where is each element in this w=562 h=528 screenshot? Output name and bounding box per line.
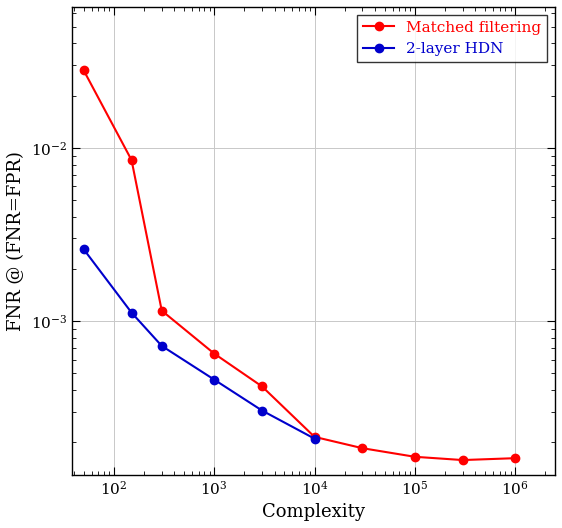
2-layer HDN: [128, 309, 135, 316]
Line: Matched filtering: Matched filtering: [79, 66, 519, 464]
Legend: Matched filtering, 2-layer HDN: Matched filtering, 2-layer HDN: [357, 15, 547, 62]
Matched filtering: [128, 157, 135, 163]
Y-axis label: FNR @ (FNR=FPR): FNR @ (FNR=FPR): [7, 151, 25, 331]
Line: 2-layer HDN: 2-layer HDN: [79, 245, 319, 443]
2-layer HDN: [211, 376, 217, 383]
Matched filtering: [411, 454, 418, 460]
X-axis label: Complexity: Complexity: [262, 503, 365, 521]
Matched filtering: [259, 383, 265, 390]
Matched filtering: [512, 455, 519, 461]
2-layer HDN: [80, 246, 87, 252]
2-layer HDN: [259, 408, 265, 414]
Matched filtering: [311, 433, 318, 440]
Matched filtering: [359, 445, 366, 451]
2-layer HDN: [158, 343, 165, 349]
Matched filtering: [158, 307, 165, 314]
2-layer HDN: [311, 436, 318, 442]
Matched filtering: [459, 457, 466, 463]
Matched filtering: [80, 67, 87, 73]
Matched filtering: [211, 351, 217, 357]
